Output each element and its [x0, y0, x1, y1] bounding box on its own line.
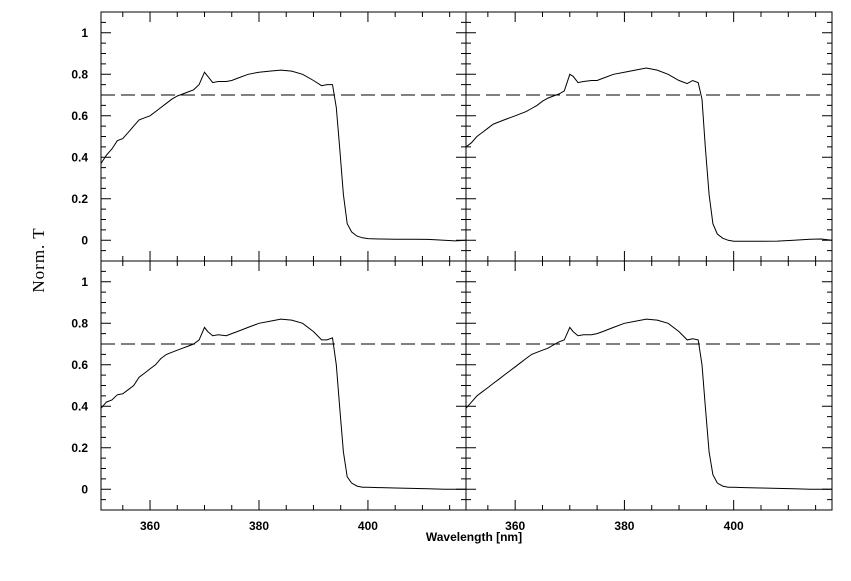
transmission-series-line — [100, 69, 467, 242]
x-axis-title: Wavelength [nm] — [426, 530, 522, 544]
y-tick-label: 0.8 — [71, 67, 88, 81]
y-tick-label: 0.4 — [71, 150, 88, 164]
x-tick-label: 400 — [358, 519, 378, 533]
transmission-series-line — [465, 318, 832, 490]
panel-frame — [100, 260, 467, 511]
x-tick-label: 400 — [724, 519, 744, 533]
y-axis-title: Norm. T — [29, 227, 48, 292]
panel-bottom-left: 0 0.2 0.4 0.6 0.8 1 360 380 400 — [71, 260, 467, 533]
y-tick-label: 1 — [81, 275, 88, 289]
panel-top-right — [465, 11, 833, 262]
panel-frame — [465, 11, 833, 262]
panel-frame — [465, 260, 833, 511]
y-tick-label: 0 — [81, 233, 88, 247]
transmission-series-line — [465, 67, 833, 242]
panel-frame — [100, 11, 467, 262]
x-tick-label: 380 — [249, 519, 269, 533]
y-tick-label: 0 — [81, 482, 88, 496]
y-tick-label: 0.2 — [71, 192, 88, 206]
x-tick-label: 360 — [505, 519, 525, 533]
panel-top-left: 0 0.2 0.4 0.6 0.8 1 — [71, 11, 467, 262]
y-tick-label: 1 — [81, 26, 88, 40]
panel-bottom-right: 360 380 400 — [465, 260, 833, 533]
y-tick-label: 0.6 — [71, 109, 88, 123]
x-tick-label: 380 — [614, 519, 634, 533]
transmission-series-line — [100, 318, 466, 490]
y-tick-label: 0.6 — [71, 358, 88, 372]
x-tick-label: 360 — [140, 519, 160, 533]
y-tick-label: 0.2 — [71, 441, 88, 455]
y-tick-label: 0.4 — [71, 399, 88, 413]
y-tick-label: 0.8 — [71, 316, 88, 330]
